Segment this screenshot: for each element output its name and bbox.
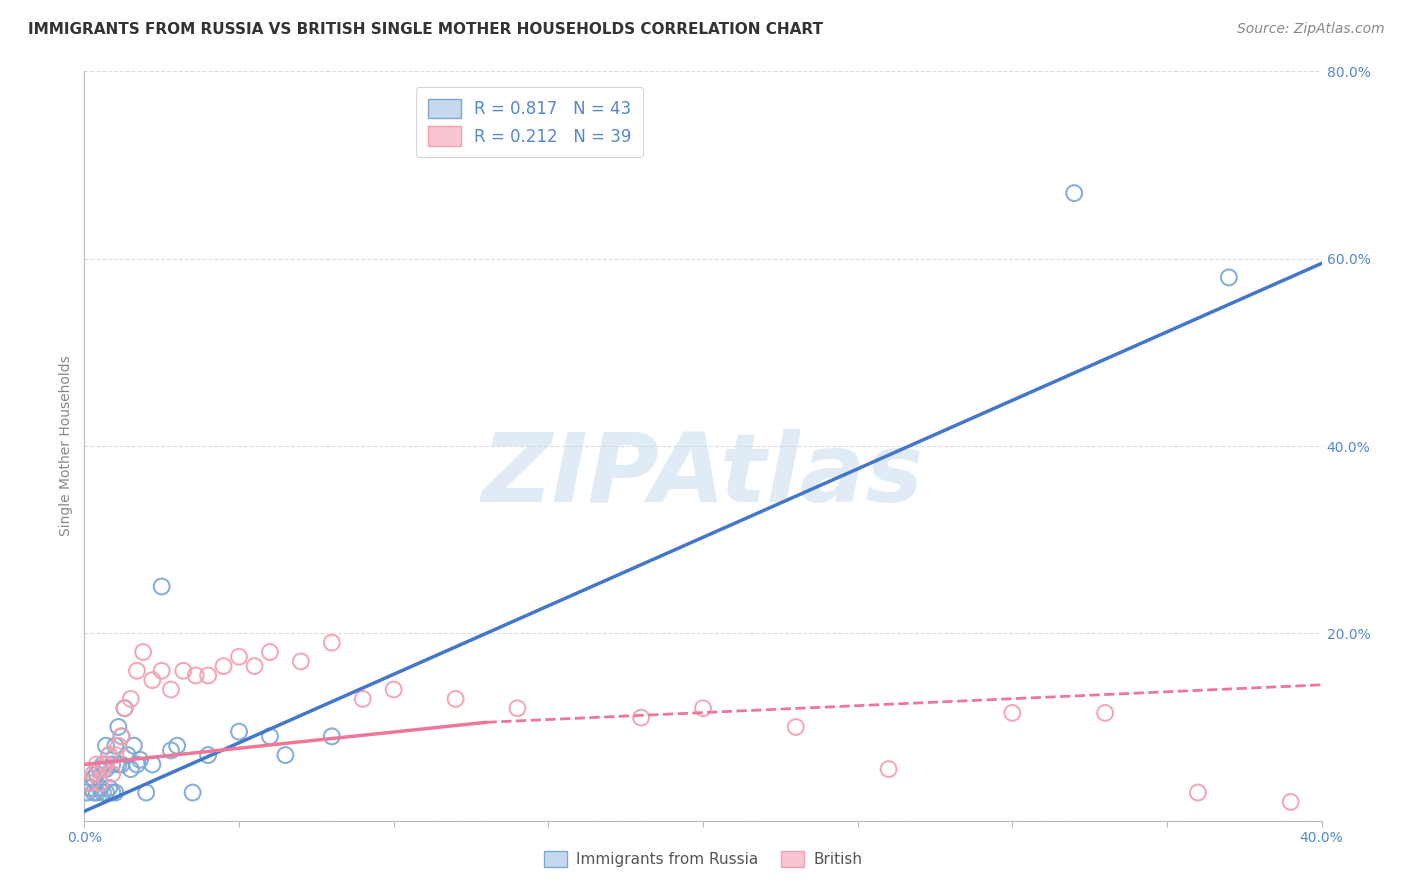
Point bbox=[166, 739, 188, 753]
Point bbox=[86, 786, 108, 800]
Point bbox=[150, 664, 173, 678]
Text: IMMIGRANTS FROM RUSSIA VS BRITISH SINGLE MOTHER HOUSEHOLDS CORRELATION CHART: IMMIGRANTS FROM RUSSIA VS BRITISH SINGLE… bbox=[28, 22, 823, 37]
Point bbox=[141, 673, 163, 688]
Point bbox=[120, 762, 142, 776]
Point bbox=[91, 762, 114, 776]
Point bbox=[120, 692, 142, 706]
Point bbox=[104, 747, 127, 762]
Point bbox=[83, 772, 105, 786]
Point bbox=[197, 668, 219, 682]
Point bbox=[172, 664, 194, 678]
Point bbox=[89, 780, 111, 795]
Point bbox=[181, 786, 204, 800]
Point bbox=[132, 645, 155, 659]
Point bbox=[76, 786, 98, 800]
Point bbox=[1001, 706, 1024, 720]
Point bbox=[1094, 706, 1116, 720]
Point bbox=[243, 659, 266, 673]
Legend: Immigrants from Russia, British: Immigrants from Russia, British bbox=[537, 845, 869, 873]
Point bbox=[1063, 186, 1085, 201]
Point bbox=[150, 580, 173, 594]
Point bbox=[506, 701, 529, 715]
Point bbox=[114, 701, 136, 715]
Point bbox=[290, 655, 312, 669]
Point bbox=[122, 739, 145, 753]
Point bbox=[79, 776, 101, 790]
Point bbox=[877, 762, 900, 776]
Point bbox=[79, 776, 101, 790]
Point bbox=[259, 730, 281, 744]
Point bbox=[125, 757, 148, 772]
Point bbox=[98, 747, 121, 762]
Point bbox=[104, 739, 127, 753]
Point bbox=[107, 739, 129, 753]
Point bbox=[98, 780, 121, 795]
Point bbox=[91, 786, 114, 800]
Point bbox=[352, 692, 374, 706]
Point bbox=[259, 645, 281, 659]
Point bbox=[117, 747, 139, 762]
Point bbox=[160, 743, 183, 757]
Point bbox=[274, 747, 297, 762]
Point bbox=[125, 664, 148, 678]
Point bbox=[107, 757, 129, 772]
Point bbox=[86, 767, 108, 781]
Point bbox=[135, 786, 157, 800]
Point bbox=[94, 762, 117, 776]
Point bbox=[444, 692, 467, 706]
Text: ZIPAtlas: ZIPAtlas bbox=[482, 429, 924, 523]
Point bbox=[785, 720, 807, 734]
Point bbox=[184, 668, 207, 682]
Point bbox=[321, 730, 343, 744]
Point bbox=[79, 780, 101, 795]
Point bbox=[1218, 270, 1240, 285]
Point bbox=[692, 701, 714, 715]
Point bbox=[114, 701, 136, 715]
Point bbox=[1279, 795, 1302, 809]
Point bbox=[110, 757, 132, 772]
Point bbox=[83, 767, 105, 781]
Point bbox=[94, 757, 117, 772]
Point bbox=[86, 757, 108, 772]
Point bbox=[101, 757, 124, 772]
Point bbox=[321, 635, 343, 649]
Point bbox=[1187, 786, 1209, 800]
Point bbox=[94, 786, 117, 800]
Point bbox=[160, 682, 183, 697]
Point bbox=[101, 786, 124, 800]
Point bbox=[89, 762, 111, 776]
Point bbox=[197, 747, 219, 762]
Point bbox=[630, 710, 652, 724]
Text: Source: ZipAtlas.com: Source: ZipAtlas.com bbox=[1237, 22, 1385, 37]
Point bbox=[98, 747, 121, 762]
Point bbox=[110, 730, 132, 744]
Point bbox=[101, 767, 124, 781]
Point bbox=[129, 753, 152, 767]
Point bbox=[89, 776, 111, 790]
Point bbox=[228, 649, 250, 664]
Point bbox=[104, 786, 127, 800]
Point bbox=[83, 786, 105, 800]
Point bbox=[228, 724, 250, 739]
Point bbox=[94, 739, 117, 753]
Point bbox=[91, 757, 114, 772]
Y-axis label: Single Mother Households: Single Mother Households bbox=[59, 356, 73, 536]
Point bbox=[212, 659, 235, 673]
Point bbox=[382, 682, 405, 697]
Point bbox=[107, 720, 129, 734]
Point bbox=[110, 730, 132, 744]
Point bbox=[141, 757, 163, 772]
